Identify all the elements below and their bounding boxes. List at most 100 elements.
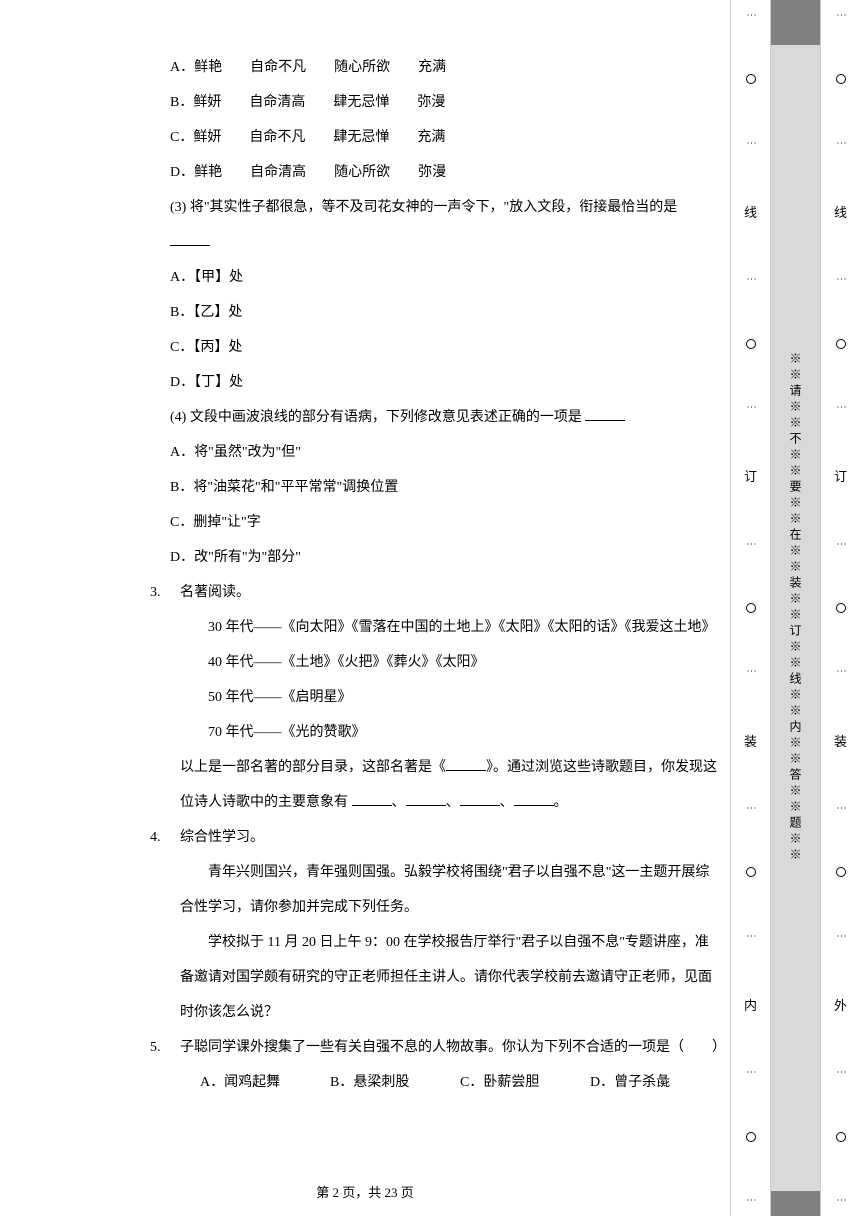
circle-icon — [836, 1132, 846, 1142]
question-3: 3. 名著阅读。 30 年代——《向太阳》《雪落在中国的土地上》《太阳》《太阳的… — [150, 575, 720, 820]
circle-icon — [746, 1132, 756, 1142]
block-top — [771, 0, 820, 45]
dots-column-3: ⋮ ⋮ 线 ⋮ ⋮ 订 ⋮ ⋮ 装 ⋮ ⋮ 外 ⋮ ⋮ — [831, 10, 851, 1206]
question-4: 4. 综合性学习。 青年兴则国兴，青年强则国强。弘毅学校将围绕"君子以自强不息"… — [150, 820, 720, 1030]
dots-icon: ⋮ — [746, 10, 756, 21]
q2-3-prompt: (3) 将"其实性子都很急，等不及司花女神的一声令下，"放入文段，衔接最恰当的是 — [170, 190, 720, 260]
q5-body: 子聪同学课外搜集了一些有关自强不息的人物故事。你认为下列不合适的一项是（ ） A… — [180, 1030, 720, 1100]
page-footer: 第 2 页，共 23 页 — [0, 1182, 730, 1201]
side-col-3: ⋮ ⋮ 线 ⋮ ⋮ 订 ⋮ ⋮ 装 ⋮ ⋮ 外 ⋮ ⋮ — [820, 0, 860, 1216]
mark-nei: 内 — [744, 995, 757, 1014]
footer-pre: 第 — [316, 1185, 332, 1200]
q4-p2: 学校拟于 11 月 20 日上午 9：00 在学校报告厅举行"君子以自强不息"专… — [180, 925, 720, 1030]
q3-body: 名著阅读。 30 年代——《向太阳》《雪落在中国的土地上》《太阳》《太阳的话》《… — [180, 575, 720, 820]
binding-sidebar: ⋮ ⋮ 线 ⋮ ⋮ 订 ⋮ ⋮ 装 ⋮ ⋮ 内 ⋮ ⋮ ※※请※※不※※要※※在… — [730, 0, 860, 1216]
binding-warning: ※※请※※不※※要※※在※※装※※订※※线※※内※※答※※题※※ — [787, 352, 804, 864]
footer-total: 23 — [385, 1185, 398, 1200]
mark-ding: 订 — [834, 466, 847, 485]
q4-p1: 青年兴则国兴，青年强则国强。弘毅学校将围绕"君子以自强不息"这一主题开展综合性学… — [180, 855, 720, 925]
q2-3-text: (3) 将"其实性子都很急，等不及司花女神的一声令下，"放入文段，衔接最恰当的是 — [170, 200, 677, 215]
dots-icon: ⋮ — [746, 1067, 756, 1078]
dots-icon: ⋮ — [746, 274, 756, 285]
circle-icon — [836, 74, 846, 84]
dots-icon: ⋮ — [836, 138, 846, 149]
dots-icon: ⋮ — [746, 138, 756, 149]
q2-4-b: B．将"油菜花"和"平平常常"调换位置 — [170, 470, 720, 505]
q2-4-d: D．改"所有"为"部分" — [170, 540, 720, 575]
q5-b: B．悬梁刺股 — [330, 1065, 460, 1100]
dots-icon: ⋮ — [836, 274, 846, 285]
dots-icon: ⋮ — [836, 402, 846, 413]
q5-options: A．闻鸡起舞 B．悬梁刺股 C．卧薪尝胆 D．曾子杀彘 — [200, 1065, 720, 1100]
blank — [514, 788, 554, 806]
circle-icon — [746, 603, 756, 613]
blank — [352, 788, 392, 806]
q2-4-text: (4) 文段中画波浪线的部分有语病，下列修改意见表述正确的一项是 — [170, 410, 585, 425]
q2-3-d: D．【丁】处 — [170, 365, 720, 400]
circle-icon — [836, 339, 846, 349]
mark-wai: 外 — [834, 995, 847, 1014]
dots-icon: ⋮ — [836, 1195, 846, 1206]
q3-line1: 30 年代——《向太阳》《雪落在中国的土地上》《太阳》《太阳的话》《我爱这土地》 — [180, 610, 720, 645]
option-c: C．鲜妍 自命不凡 肆无忌惮 充满 — [170, 120, 720, 155]
dots-icon: ⋮ — [746, 803, 756, 814]
side-col-2: ※※请※※不※※要※※在※※装※※订※※线※※内※※答※※题※※ — [770, 0, 820, 1216]
option-b: B．鲜妍 自命清高 肆无忌惮 弥漫 — [170, 85, 720, 120]
end: 。 — [554, 795, 568, 810]
q2-4-a: A．将"虽然"改为"但" — [170, 435, 720, 470]
dots-icon: ⋮ — [746, 402, 756, 413]
blank — [406, 788, 446, 806]
circle-icon — [836, 867, 846, 877]
q5-prompt: 子聪同学课外搜集了一些有关自强不息的人物故事。你认为下列不合适的一项是（ ） — [180, 1030, 720, 1065]
q5-d: D．曾子杀彘 — [590, 1065, 720, 1100]
dots-icon: ⋮ — [836, 803, 846, 814]
dots-icon: ⋮ — [836, 539, 846, 550]
circle-icon — [836, 603, 846, 613]
mark-xian: 线 — [834, 202, 847, 221]
blank — [446, 753, 486, 771]
q2-3-a: A．【甲】处 — [170, 260, 720, 295]
footer-mid: 页，共 — [339, 1185, 385, 1200]
q3-tail: 以上是一部名著的部分目录，这部名著是《》。通过浏览这些诗歌题目，你发现这位诗人诗… — [180, 750, 720, 820]
option-d: D．鲜艳 自命清高 随心所欲 弥漫 — [170, 155, 720, 190]
q2-3-c: C．【丙】处 — [170, 330, 720, 365]
sep: 、 — [500, 795, 514, 810]
q4-num: 4. — [150, 820, 180, 1030]
dots-icon: ⋮ — [836, 10, 846, 21]
page-content: A．鲜艳 自命不凡 随心所欲 充满 B．鲜妍 自命清高 肆无忌惮 弥漫 C．鲜妍… — [150, 50, 720, 1100]
mark-xian: 线 — [744, 202, 757, 221]
q5-num: 5. — [150, 1030, 180, 1100]
q4-body: 综合性学习。 青年兴则国兴，青年强则国强。弘毅学校将围绕"君子以自强不息"这一主… — [180, 820, 720, 1030]
question-5: 5. 子聪同学课外搜集了一些有关自强不息的人物故事。你认为下列不合适的一项是（ … — [150, 1030, 720, 1100]
dots-icon: ⋮ — [746, 539, 756, 550]
circle-icon — [746, 867, 756, 877]
q3-num: 3. — [150, 575, 180, 820]
q3-tail-1: 以上是一部名著的部分目录，这部名著是《 — [180, 760, 446, 775]
q5-c: C．卧薪尝胆 — [460, 1065, 590, 1100]
dots-icon: ⋮ — [746, 931, 756, 942]
dots-icon: ⋮ — [836, 1067, 846, 1078]
q2-4-prompt: (4) 文段中画波浪线的部分有语病，下列修改意见表述正确的一项是 — [170, 400, 720, 435]
footer-post: 页 — [398, 1185, 414, 1200]
mark-ding: 订 — [744, 466, 757, 485]
blank — [460, 788, 500, 806]
side-col-1: ⋮ ⋮ 线 ⋮ ⋮ 订 ⋮ ⋮ 装 ⋮ ⋮ 内 ⋮ ⋮ — [730, 0, 770, 1216]
q3-line2: 40 年代——《土地》《火把》《葬火》《太阳》 — [180, 645, 720, 680]
sep: 、 — [446, 795, 460, 810]
q2-3-b: B．【乙】处 — [170, 295, 720, 330]
dots-icon: ⋮ — [746, 1195, 756, 1206]
q3-line4: 70 年代——《光的赞歌》 — [180, 715, 720, 750]
mark-zhuang: 装 — [744, 731, 757, 750]
circle-icon — [746, 74, 756, 84]
block-bot — [771, 1191, 820, 1216]
mark-zhuang: 装 — [834, 731, 847, 750]
dots-column-1: ⋮ ⋮ 线 ⋮ ⋮ 订 ⋮ ⋮ 装 ⋮ ⋮ 内 ⋮ ⋮ — [741, 10, 761, 1206]
q3-line3: 50 年代——《启明星》 — [180, 680, 720, 715]
blank — [585, 403, 625, 421]
circle-icon — [746, 339, 756, 349]
q5-a: A．闻鸡起舞 — [200, 1065, 330, 1100]
sep: 、 — [392, 795, 406, 810]
blank — [170, 228, 210, 246]
dots-icon: ⋮ — [746, 666, 756, 677]
dots-icon: ⋮ — [836, 666, 846, 677]
